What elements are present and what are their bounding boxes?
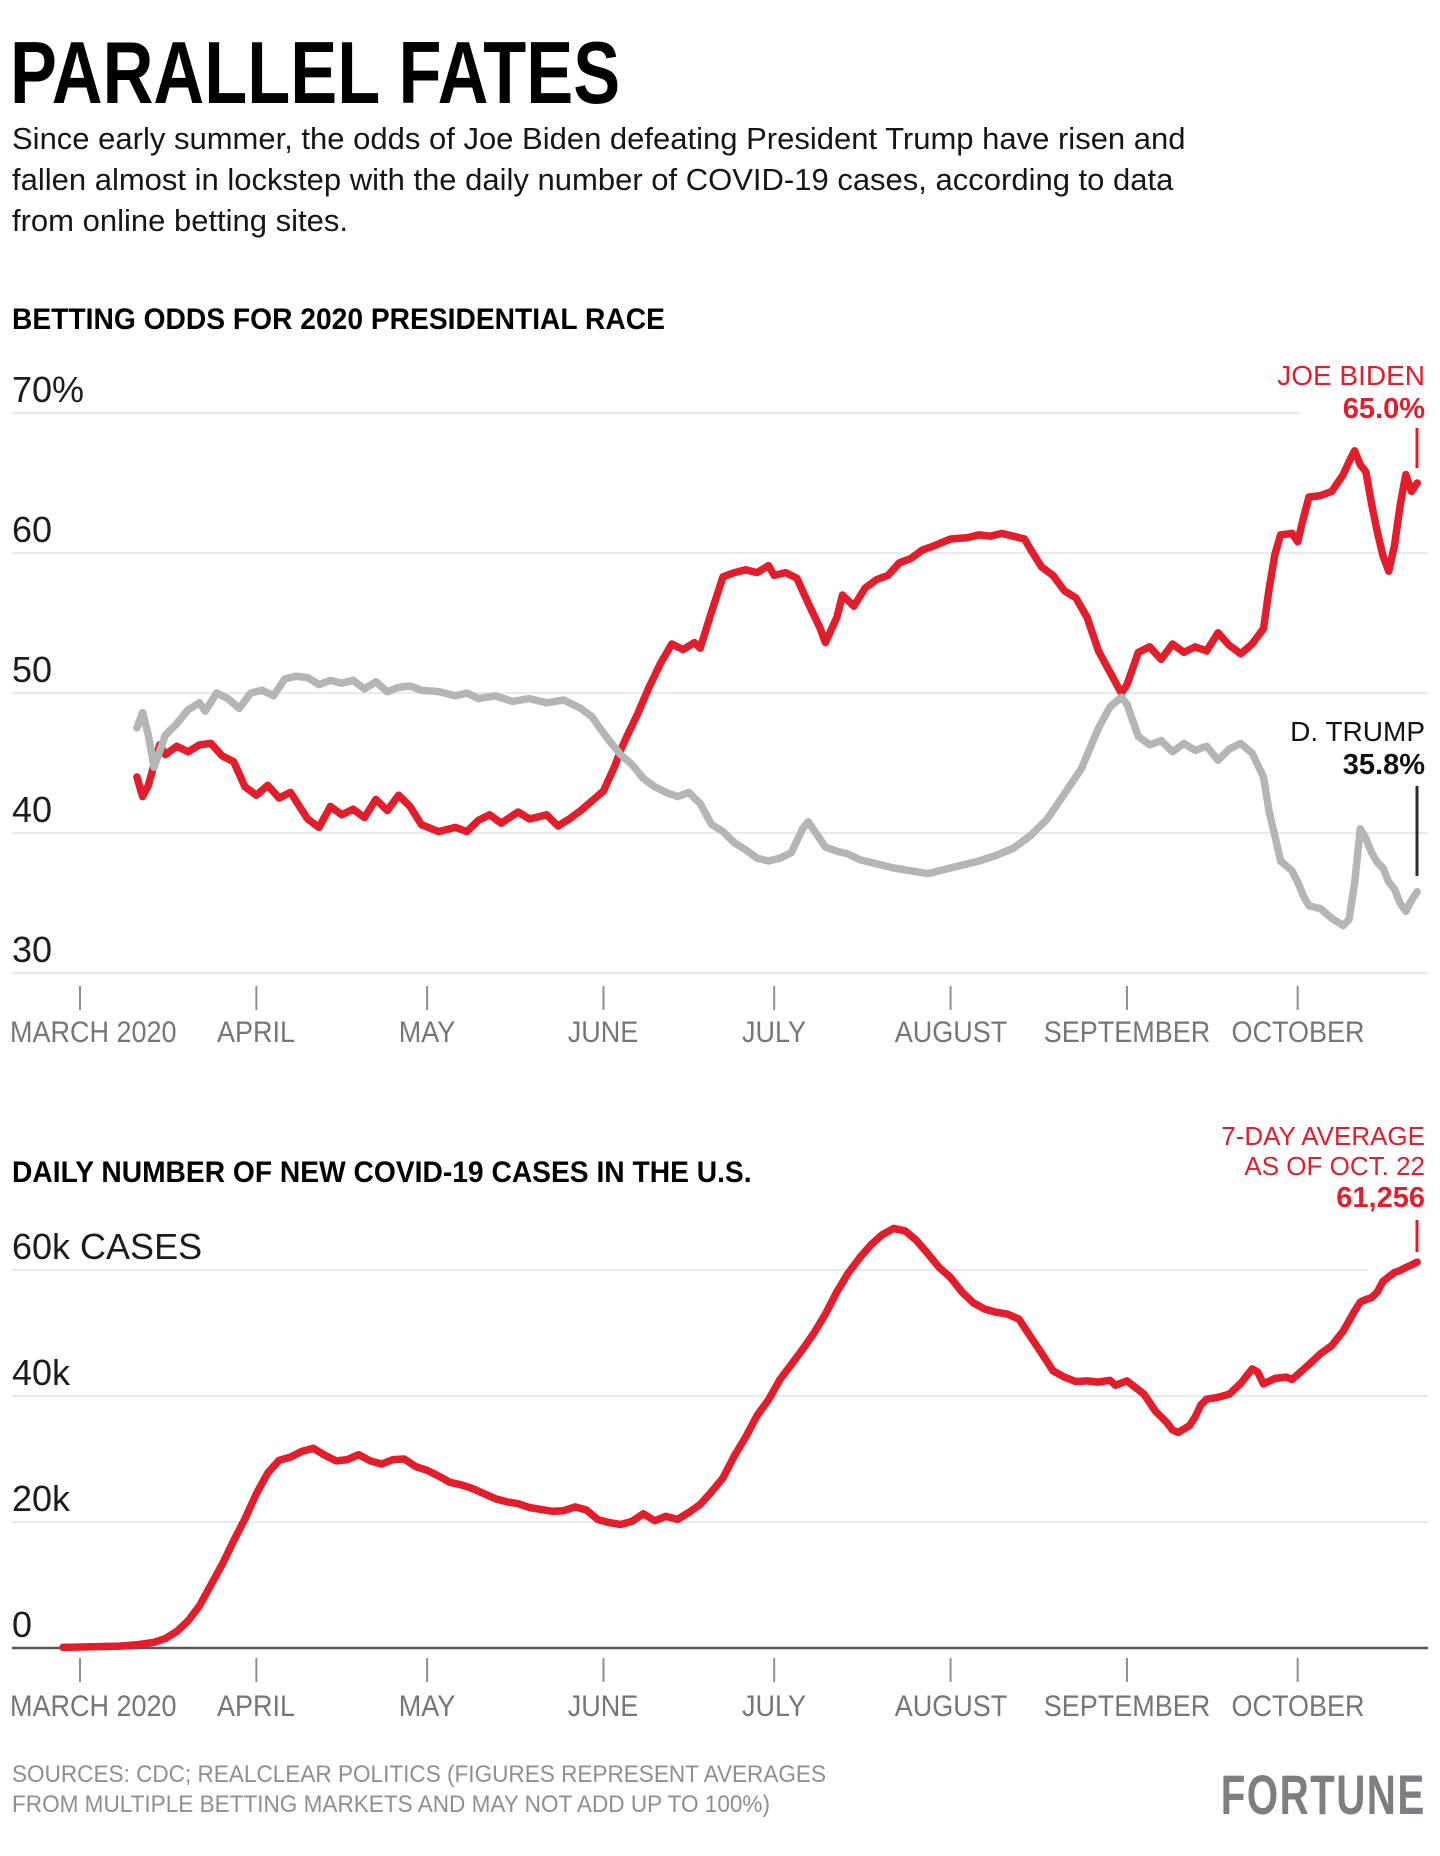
- biden-series-value: 65.0%: [1342, 393, 1425, 425]
- trump-series-label: D. TRUMP: [1290, 716, 1425, 747]
- x-label-august: AUGUST: [894, 1690, 1007, 1723]
- y-label-cases-60: 60k CASES: [12, 1226, 203, 1267]
- sources-line-2: FROM MULTIPLE BETTING MARKETS AND MAY NO…: [12, 1791, 771, 1818]
- y-label-cases-20: 20k: [12, 1478, 71, 1519]
- y-label-odds-40: 40: [12, 789, 53, 830]
- x-label-april: APRIL: [217, 1690, 296, 1723]
- x-label-september: SEPTEMBER: [1043, 1690, 1211, 1723]
- covid-chart-title: DAILY NUMBER OF NEW COVID-19 CASES IN TH…: [12, 1156, 752, 1189]
- x-label-august: AUGUST: [894, 1016, 1007, 1049]
- biden-series-label: JOE BIDEN: [1277, 360, 1425, 391]
- x-label-june: JUNE: [568, 1016, 639, 1049]
- x-label-june: JUNE: [568, 1690, 639, 1723]
- x-label-march-2020: MARCH 2020: [10, 1016, 177, 1049]
- series-line-new: [59, 1224, 1421, 1652]
- betting-chart-title: BETTING ODDS FOR 2020 PRESIDENTIAL RACE: [12, 303, 665, 336]
- y-label-cases-0: 0: [12, 1604, 33, 1645]
- covid-annotation-value: 61,256: [1336, 1182, 1425, 1214]
- sources-line-1: SOURCES: CDC; REALCLEAR POLITICS (FIGURE…: [12, 1761, 827, 1788]
- x-label-july: JULY: [742, 1690, 807, 1723]
- trump-series-value: 35.8%: [1342, 749, 1425, 781]
- x-label-may: MAY: [398, 1016, 456, 1049]
- x-label-may: MAY: [398, 1690, 456, 1723]
- covid-annotation-line2: AS OF OCT. 22: [1244, 1151, 1425, 1181]
- y-label-odds-30: 30: [12, 929, 53, 970]
- x-label-april: APRIL: [217, 1016, 296, 1049]
- fortune-logo: FORTUNE: [1221, 1763, 1426, 1826]
- x-label-march-2020: MARCH 2020: [10, 1690, 177, 1723]
- y-label-odds-60: 60: [12, 509, 53, 550]
- x-label-october: OCTOBER: [1231, 1690, 1365, 1723]
- sources-note: SOURCES: CDC; REALCLEAR POLITICS (FIGURE…: [12, 1760, 826, 1820]
- page-subtitle: Since early summer, the odds of Joe Bide…: [12, 121, 1186, 238]
- covid-annotation-line1: 7-DAY AVERAGE: [1221, 1121, 1425, 1151]
- y-label-cases-40: 40k: [12, 1352, 71, 1393]
- x-label-september: SEPTEMBER: [1043, 1016, 1211, 1049]
- x-label-july: JULY: [742, 1016, 807, 1049]
- series-line-joe: [133, 447, 1421, 836]
- x-label-october: OCTOBER: [1231, 1016, 1365, 1049]
- series-line-d: [133, 672, 1421, 930]
- y-label-odds-50: 50: [12, 649, 53, 690]
- page-title: PARALLEL FATES: [10, 23, 621, 122]
- y-label-odds-70: 70%: [12, 369, 85, 410]
